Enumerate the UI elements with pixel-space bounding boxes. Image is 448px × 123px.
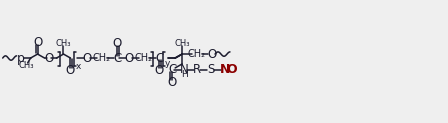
Text: CH₂: CH₂ [187, 49, 205, 59]
Text: O: O [125, 52, 134, 65]
Text: CH₃: CH₃ [18, 62, 34, 70]
Text: O: O [44, 52, 53, 65]
Text: O: O [207, 48, 217, 61]
Text: O: O [227, 63, 237, 76]
Text: H: H [181, 70, 188, 79]
Text: C: C [155, 52, 164, 65]
Text: R: R [193, 63, 201, 76]
Text: S: S [207, 63, 215, 76]
Text: O: O [168, 76, 177, 89]
Text: CH₂: CH₂ [92, 53, 110, 63]
Text: C: C [168, 63, 176, 76]
Text: C: C [113, 52, 121, 65]
Text: O: O [33, 36, 42, 49]
Text: O: O [155, 64, 164, 77]
Text: O: O [113, 37, 122, 50]
Text: N: N [180, 63, 189, 76]
Text: O: O [83, 52, 92, 65]
Text: y: y [164, 60, 170, 69]
Text: O: O [66, 64, 75, 77]
Text: CH₂: CH₂ [134, 53, 152, 63]
Text: p: p [17, 52, 25, 65]
Text: N: N [220, 63, 230, 76]
Text: CH₃: CH₃ [56, 39, 71, 48]
Text: x: x [76, 62, 81, 71]
Text: CH₃: CH₃ [174, 39, 190, 48]
